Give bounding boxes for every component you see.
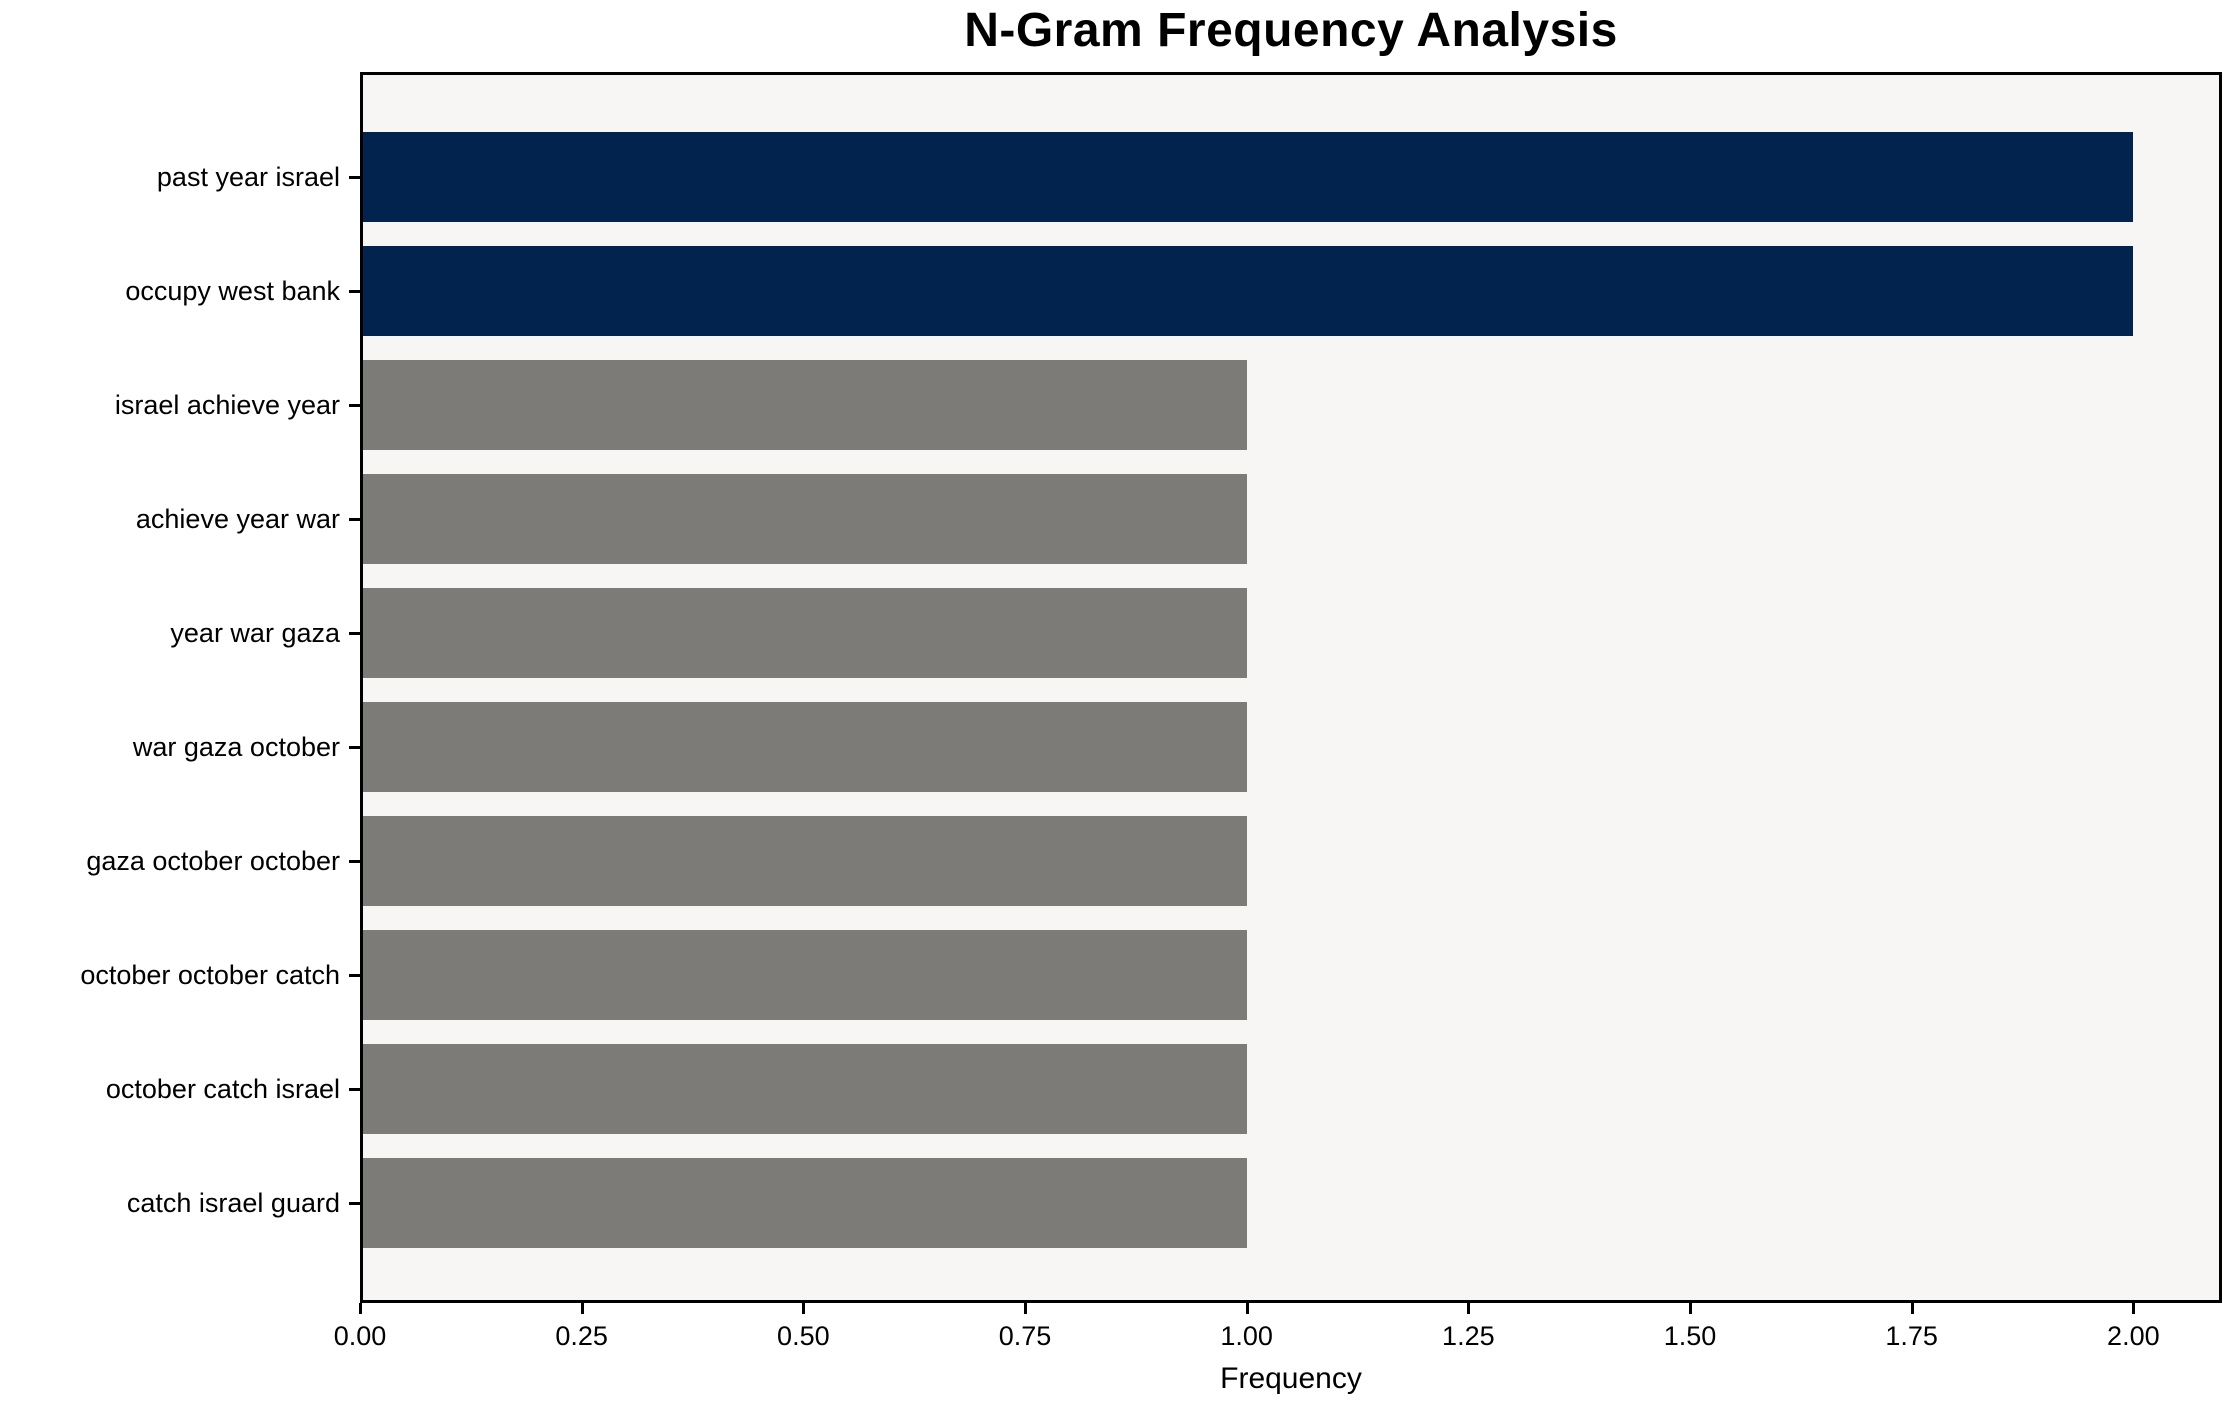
y-tick-label: gaza october october — [86, 846, 340, 876]
y-tick-label: october catch israel — [105, 1074, 340, 1104]
x-tick-label: 1.00 — [1220, 1321, 1273, 1351]
x-tick-label: 0.50 — [777, 1321, 830, 1351]
y-tick-mark — [349, 290, 360, 293]
x-tick-mark — [1024, 1303, 1027, 1314]
x-tick-label: 1.50 — [1663, 1321, 1717, 1351]
bar — [363, 1044, 1247, 1134]
y-tick-label: catch israel guard — [126, 1188, 340, 1218]
x-tick-label: 1.75 — [1885, 1321, 1938, 1351]
x-tick-label: 1.25 — [1442, 1321, 1495, 1351]
y-tick-mark — [349, 1202, 360, 1205]
y-tick-label: achieve year war — [135, 504, 340, 534]
y-tick-mark — [349, 974, 360, 977]
x-tick-label: 0.25 — [555, 1321, 608, 1351]
y-tick-label: past year israel — [156, 162, 340, 192]
x-tick-label: 0.00 — [333, 1321, 387, 1351]
x-tick-mark — [1467, 1303, 1471, 1314]
bar — [363, 474, 1247, 564]
y-tick-mark — [349, 746, 360, 749]
x-tick-mark — [1910, 1303, 1914, 1314]
bar — [363, 816, 1247, 906]
x-tick-label: 0.75 — [998, 1321, 1052, 1351]
x-tick-mark — [1689, 1303, 1692, 1314]
x-tick-mark — [2132, 1303, 2136, 1314]
y-tick-label: israel achieve year — [114, 390, 340, 420]
bar — [363, 702, 1247, 792]
x-tick-label: 2.00 — [2107, 1321, 2160, 1351]
y-tick-mark — [349, 404, 360, 407]
bar — [363, 132, 2133, 222]
y-tick-mark — [349, 1088, 360, 1091]
y-tick-label: year war gaza — [170, 618, 340, 648]
y-tick-label: october october catch — [80, 960, 340, 990]
y-tick-label: occupy west bank — [125, 276, 340, 306]
bar — [363, 360, 1247, 450]
y-tick-mark — [349, 518, 360, 521]
x-tick-mark — [802, 1303, 806, 1314]
bar — [363, 930, 1247, 1020]
x-tick-mark — [580, 1303, 584, 1314]
x-tick-mark — [359, 1303, 362, 1314]
y-tick-mark — [349, 860, 360, 863]
y-tick-mark — [349, 176, 360, 179]
chart-title: N-Gram Frequency Analysis — [964, 4, 1618, 57]
y-tick-label: war gaza october — [132, 732, 340, 762]
bar — [363, 1158, 1247, 1248]
x-tick-mark — [1245, 1303, 1249, 1314]
x-axis-title: Frequency — [1220, 1362, 1362, 1395]
y-tick-mark — [349, 632, 360, 635]
bar — [363, 588, 1247, 678]
bar — [363, 246, 2133, 336]
